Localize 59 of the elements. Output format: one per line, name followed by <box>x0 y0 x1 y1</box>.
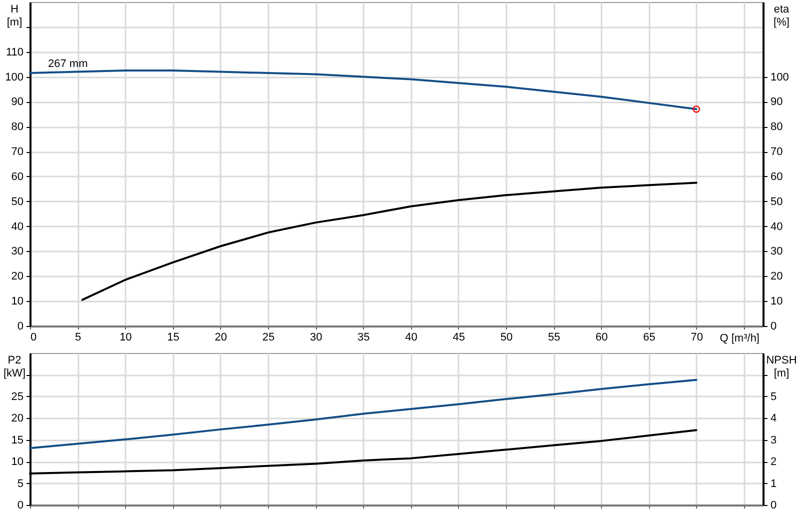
y2-tick-label: 40 <box>770 220 783 233</box>
y2-tick-label: 4 <box>770 412 777 425</box>
y2-tick-label: 3 <box>770 434 777 446</box>
line-series <box>29 70 698 110</box>
y-tick-label: 5 <box>17 478 24 490</box>
y-tick-label: 0 <box>17 500 24 512</box>
series-label: 267 mm <box>48 58 88 70</box>
x-tick-label: 40 <box>405 332 418 344</box>
y2-tick-label: 20 <box>770 270 783 283</box>
y-tick-label: 90 <box>11 96 24 108</box>
y-tick-label: 10 <box>11 296 24 308</box>
y2-tick-label: 60 <box>770 170 783 183</box>
y2-tick-label: 1 <box>770 478 777 490</box>
y2-tick-label: 70 <box>770 146 783 158</box>
x-tick-label: 55 <box>548 332 560 344</box>
y2-tick-label: 0 <box>770 320 777 332</box>
x-tick-label: 45 <box>452 332 465 344</box>
x-tick-label: 25 <box>262 332 275 344</box>
x-tick-label: 30 <box>310 332 322 344</box>
y2-tick-label: 30 <box>770 246 783 258</box>
x-tick-label: 65 <box>643 332 656 344</box>
y-tick-label: 25 <box>11 390 24 403</box>
y2-tick-label: 50 <box>770 196 783 208</box>
y2-tick-label: 2 <box>770 456 777 468</box>
y-tick-label: 50 <box>11 196 24 208</box>
y-tick-label: 70 <box>11 146 24 158</box>
line-series <box>81 182 698 301</box>
x-tick-label: 10 <box>120 332 132 344</box>
x-tick-label: 5 <box>75 332 82 344</box>
x-tick-label: 20 <box>214 332 228 344</box>
y2-axis-title: eta [%] <box>774 4 790 28</box>
y-axis-title: P2 [kW] <box>4 354 26 380</box>
y-tick-label: 110 <box>6 46 24 58</box>
x-tick-label: 70 <box>690 332 703 344</box>
y2-tick-label: 10 <box>770 296 783 308</box>
y-tick-label: 30 <box>11 246 24 258</box>
y-tick-label: 10 <box>11 456 24 468</box>
x-tick-label: 15 <box>167 332 180 344</box>
x-tick-label: 60 <box>596 332 608 344</box>
x-tick-label: 35 <box>358 332 370 344</box>
y-tick-label: 40 <box>11 220 24 233</box>
y-tick-label: 80 <box>11 121 24 134</box>
y-tick-label: 100 <box>5 71 24 84</box>
x-tick-label: 50 <box>500 332 513 344</box>
y-axis-title: H [m] <box>6 4 22 28</box>
x-tick-label: 0 <box>30 332 37 344</box>
y-tick-label: 20 <box>11 270 24 283</box>
y-tick-label: 60 <box>11 170 24 183</box>
y2-tick-label: 80 <box>770 121 783 134</box>
y2-tick-label: 5 <box>770 390 777 403</box>
line-series <box>29 378 698 450</box>
y-tick-label: 0 <box>17 320 24 332</box>
y2-axis-title: NPSH [m] <box>766 354 797 380</box>
y2-tick-label: 100 <box>770 71 789 84</box>
y-tick-label: 15 <box>11 434 24 446</box>
y2-tick-label: 90 <box>770 96 783 108</box>
x-axis-title: Q [m³/h] <box>720 332 760 344</box>
y2-tick-label: 0 <box>770 500 777 512</box>
y-tick-label: 20 <box>11 412 24 425</box>
